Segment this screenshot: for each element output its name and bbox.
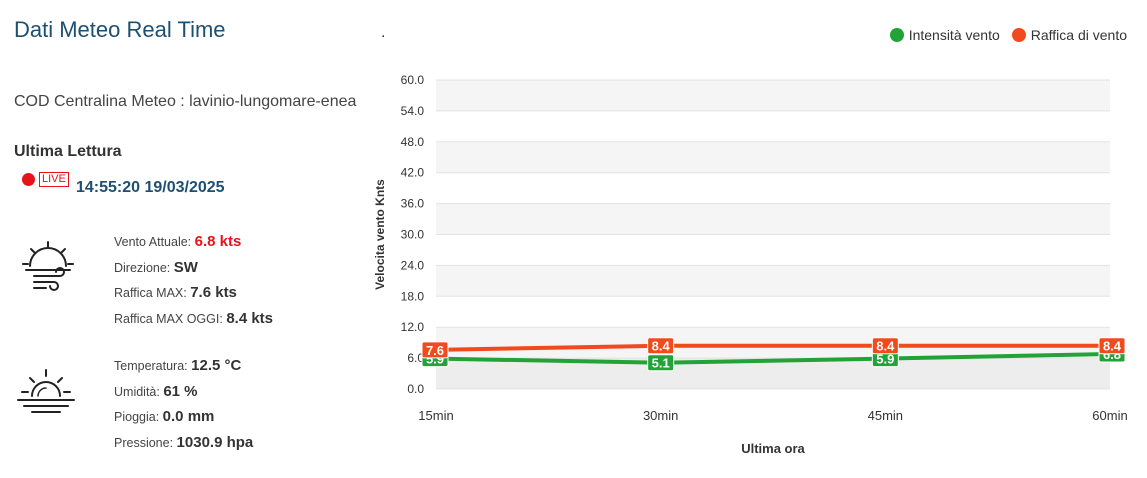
pressure-value: 1030.9 hpa: [176, 433, 254, 451]
gust-max-today-row: Raffica MAX OGGI: 8.4 kts: [114, 309, 274, 327]
x-tick-label: 60min: [1092, 408, 1127, 423]
live-indicator: LIVE: [22, 172, 69, 187]
wind-direction-value: SW: [173, 258, 198, 276]
legend-gust-dot-icon: [1011, 28, 1026, 42]
data-label-box: [647, 337, 675, 355]
plot-band: [436, 327, 1110, 359]
y-tick-label: 0.0: [407, 382, 424, 396]
data-label-box: [647, 354, 675, 372]
y-tick-label: 48.0: [401, 135, 425, 149]
weather-panel: Dati Meteo Real Time COD Centralina Mete…: [0, 0, 370, 473]
wind-stats: Vento Attuale: 6.8 kts Direzione: SW Raf…: [114, 229, 273, 331]
x-tick-label: 30min: [643, 408, 678, 423]
series-line-1: [435, 343, 1110, 352]
reading-timestamp: 14:55:20 19/03/2025: [76, 179, 225, 196]
legend-wind-dot-icon: [889, 28, 904, 42]
pressure-row: Pressione: 1030.9 hpa: [114, 433, 254, 451]
gust-max-today-value: 8.4 kts: [226, 309, 274, 327]
x-axis-title: Ultima ora: [741, 441, 805, 456]
plot-band: [436, 141, 1110, 173]
plot-band: [436, 203, 1110, 235]
chart-legend: Intensità vento Raffica di vento: [878, 27, 1127, 43]
page-title: Dati Meteo Real Time: [14, 17, 226, 42]
temperature-value: 12.5 °C: [191, 357, 242, 374]
y-tick-label: 30.0: [401, 228, 425, 242]
plot-band: [436, 265, 1110, 297]
wind-sun-icon: [20, 240, 76, 301]
plot-shadow: [436, 358, 1110, 389]
y-tick-label: 24.0: [401, 258, 425, 272]
y-tick-label: 60.0: [401, 73, 425, 87]
temperature-row: Temperatura: 12.5 °C: [114, 357, 242, 374]
data-label-box: [421, 341, 449, 359]
y-tick-label: 42.0: [401, 166, 425, 180]
humidity-row: Umidità: 61 %: [114, 382, 198, 400]
sunset-icon: [16, 368, 76, 421]
y-tick-label: 54.0: [401, 104, 425, 118]
y-tick-label: 12.0: [401, 320, 425, 334]
live-badge: LIVE: [39, 172, 69, 187]
legend-item-gust[interactable]: Raffica di vento: [1011, 27, 1127, 43]
plot-band: [436, 80, 1110, 111]
series-line-0: [435, 351, 1111, 365]
wind-current-value: 6.8 kts: [194, 233, 242, 250]
data-label: 8.4: [652, 339, 671, 354]
chart-plot: 0.0 6.0 12.0 18.0 24.0 30.0 36.0 42.0 48.0 54.0 60…: [373, 73, 1128, 456]
humidity-value: 61 %: [163, 382, 198, 400]
weather-stats: Temperatura: 12.5 °C Umidità: 61 % Piogg…: [114, 353, 253, 455]
y-tick-label: 18.0: [401, 289, 425, 303]
y-tick-label: 6.0: [407, 351, 424, 365]
rain-value: 0.0 mm: [162, 408, 215, 425]
legend-item-wind[interactable]: Intensità vento: [889, 27, 1000, 43]
wind-chart: Intensità vento Raffica di vento 0.0 6.0 1…: [370, 0, 1147, 473]
data-label: 8.4: [876, 339, 895, 354]
y-axis-title: Velocita vento Knts: [373, 179, 387, 290]
y-tick-label: 36.0: [401, 197, 425, 211]
station-label: COD Centralina Meteo : lavinio-lungomare…: [14, 93, 357, 110]
data-label-box: [1098, 337, 1126, 355]
gust-max-value: 7.6 kts: [190, 284, 237, 301]
x-tick-label: 45min: [868, 408, 903, 423]
last-reading-label: Ultima Lettura: [14, 143, 122, 160]
data-label-box: [871, 337, 899, 355]
gust-max-row: Raffica MAX: 7.6 kts: [114, 284, 237, 301]
separator-dot: .: [381, 24, 386, 41]
wind-current-row: Vento Attuale: 6.8 kts: [114, 233, 242, 250]
wind-direction-row: Direzione: SW: [114, 258, 198, 276]
rain-row: Pioggia: 0.0 mm: [114, 408, 215, 425]
live-dot-icon: [22, 173, 35, 186]
x-tick-label: 15min: [418, 408, 453, 423]
data-label: 7.6: [426, 343, 444, 358]
data-label: 5.1: [652, 356, 670, 371]
data-label: 5.9: [876, 352, 894, 367]
data-label: 8.4: [1103, 339, 1122, 354]
